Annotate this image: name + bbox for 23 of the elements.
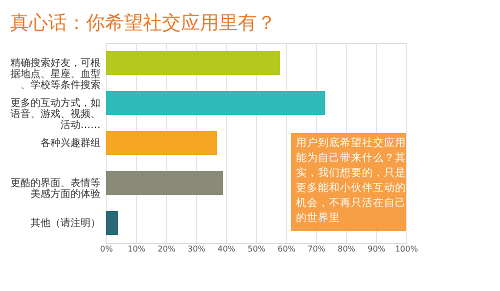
x-tick-label: 10% bbox=[128, 244, 146, 254]
chart-title: 真心话：你希望社交应用里有？ bbox=[10, 12, 276, 34]
x-tick-label: 30% bbox=[188, 244, 206, 254]
x-tick-label: 40% bbox=[218, 244, 236, 254]
x-tick-label: 20% bbox=[158, 244, 176, 254]
bar bbox=[106, 51, 280, 75]
y-tick-label: 精确搜索好友，可根据地点、星座、血型、学校等条件搜索 bbox=[10, 57, 100, 91]
x-tick-label: 0% bbox=[100, 244, 114, 254]
x-tick-label: 100% bbox=[395, 244, 418, 254]
x-tick-label: 80% bbox=[338, 244, 356, 254]
bar bbox=[106, 211, 118, 235]
x-tick-label: 70% bbox=[308, 244, 326, 254]
y-tick-label: 更多的互动方式，如语音、游戏、视频、活动…… bbox=[10, 97, 100, 131]
y-tick-label: 更酷的界面、表情等美感方面的体验 bbox=[10, 177, 100, 200]
x-tick-label: 50% bbox=[248, 244, 266, 254]
x-tick-label: 90% bbox=[368, 244, 386, 254]
bar bbox=[106, 131, 217, 155]
annotation: 用户到底希望社交应用能为自己带来什么？其实，我们想要的，只是更多能和小伙伴互动的机会，不再只活在自己的世界里 bbox=[296, 136, 406, 224]
bar bbox=[106, 171, 223, 195]
x-tick-label: 60% bbox=[278, 244, 296, 254]
y-tick-label: 各种兴趣群组 bbox=[40, 137, 100, 149]
y-tick-label: 其他（请注明） bbox=[30, 217, 100, 229]
bar bbox=[106, 91, 325, 115]
